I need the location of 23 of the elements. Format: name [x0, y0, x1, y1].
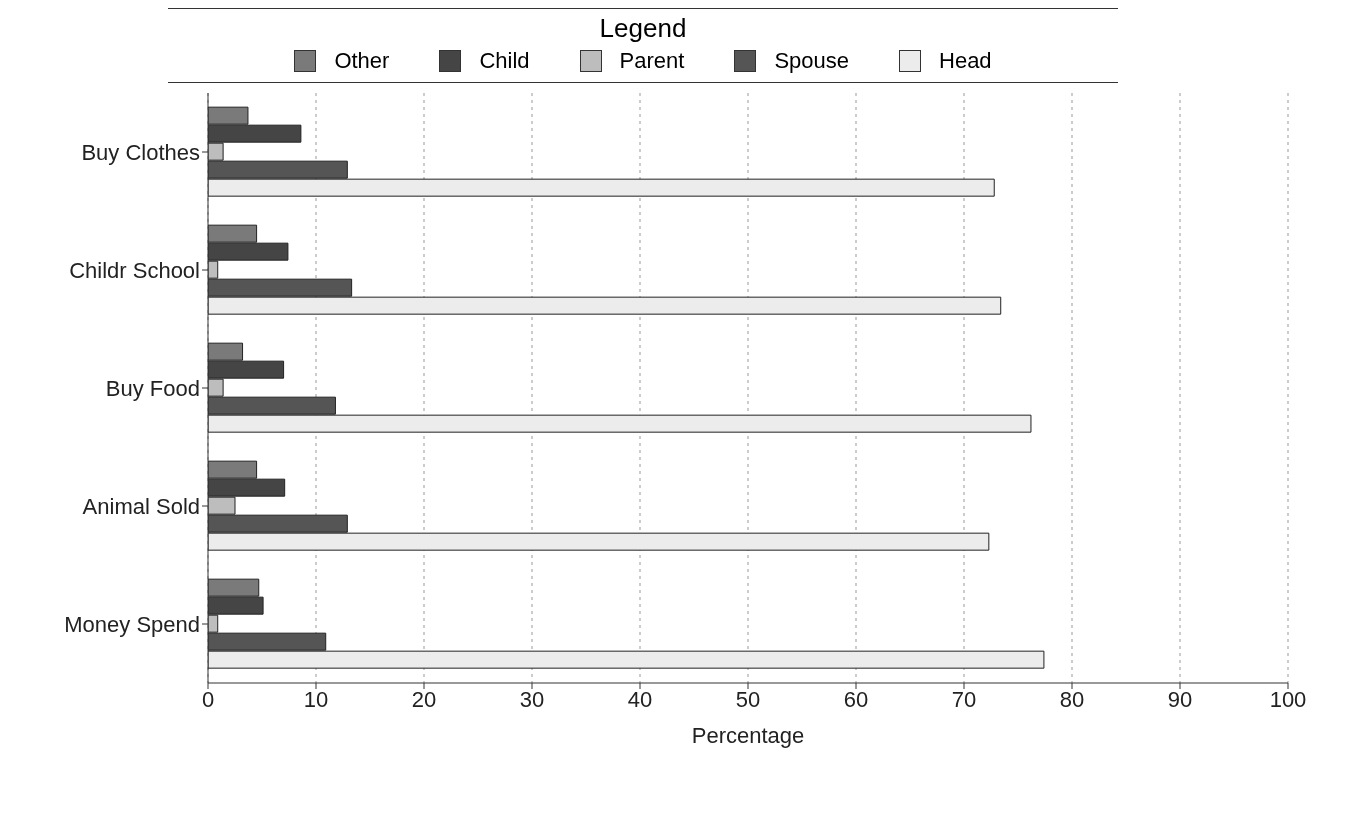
legend-label: Child — [479, 48, 530, 74]
legend-label: Spouse — [774, 48, 850, 74]
y-tick-label: Childr School — [69, 257, 200, 283]
y-tick-label: Buy Clothes — [81, 139, 200, 165]
x-axis-title: Percentage — [691, 723, 805, 748]
x-tick-label: 20 — [411, 686, 437, 712]
x-tick-label: 40 — [627, 686, 653, 712]
x-tick-label: 10 — [303, 686, 329, 712]
y-tick-label: Money Spend — [64, 611, 200, 637]
x-tick-label: 30 — [519, 686, 545, 712]
x-tick-label: 70 — [951, 686, 977, 712]
x-tick-label: 100 — [1269, 686, 1307, 712]
x-tick-label: 80 — [1059, 686, 1085, 712]
x-tick-label: 50 — [735, 686, 761, 712]
legend-label: Other — [334, 48, 390, 74]
y-tick-label: Buy Food — [105, 375, 200, 401]
y-tick-label: Animal Sold — [82, 493, 200, 519]
x-tick-label: 60 — [843, 686, 869, 712]
legend-label: Parent — [619, 48, 685, 74]
x-tick-label: 0 — [201, 686, 215, 712]
legend-title: Legend — [598, 13, 688, 44]
legend-label: Head — [939, 48, 992, 74]
x-tick-label: 90 — [1167, 686, 1193, 712]
